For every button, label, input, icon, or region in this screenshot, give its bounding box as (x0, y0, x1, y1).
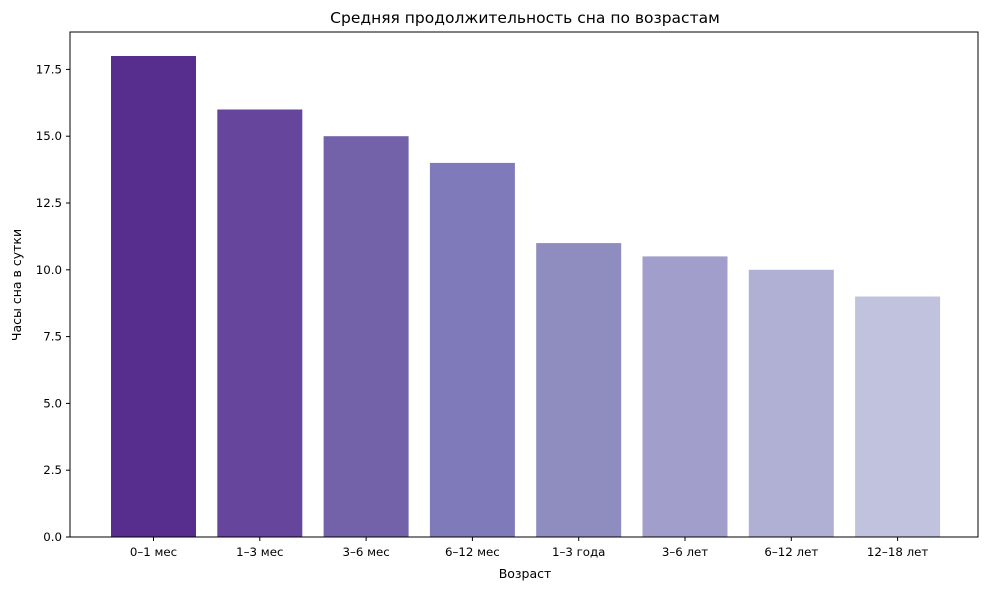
bar-2 (323, 136, 409, 537)
x-tick-label: 3–6 лет (662, 545, 708, 559)
x-axis-label: Возраст (499, 566, 552, 581)
bar-3 (429, 162, 515, 537)
y-tick-label: 10.0 (36, 263, 62, 277)
x-tick-label: 1–3 года (552, 545, 605, 559)
bars-group (111, 56, 941, 537)
y-axis-ticks: 0.0 2.5 5.0 7.5 10.0 12.5 15.0 17.5 (36, 62, 70, 544)
y-tick-label: 5.0 (43, 396, 62, 410)
bar-0 (111, 56, 196, 537)
y-tick-label: 17.5 (36, 62, 62, 76)
x-tick-label: 6–12 мес (445, 545, 500, 559)
y-tick-label: 0.0 (43, 530, 62, 544)
x-tick-label: 3–6 мес (342, 545, 389, 559)
y-tick-label: 15.0 (36, 129, 62, 143)
y-tick-label: 12.5 (36, 196, 62, 210)
bar-5 (642, 256, 728, 537)
y-tick-label: 7.5 (43, 330, 62, 344)
x-tick-label: 1–3 мес (236, 545, 283, 559)
y-tick-label: 2.5 (43, 463, 62, 477)
plot-frame (69, 31, 979, 538)
x-tick-label: 6–12 лет (764, 545, 818, 559)
bar-7 (855, 296, 941, 537)
x-tick-label: 0–1 мес (130, 545, 177, 559)
x-tick-label: 12–18 лет (867, 545, 928, 559)
bar-6 (748, 269, 834, 537)
bar-4 (536, 243, 622, 537)
x-axis-ticks: 0–1 мес 1–3 мес 3–6 мес 6–12 мес 1–3 года 3–6… (130, 537, 928, 559)
bar-1 (217, 109, 303, 537)
chart-title: Средняя продолжительность сна по возраст… (330, 9, 720, 27)
y-axis-label: Часы сна в сутки (9, 229, 24, 341)
